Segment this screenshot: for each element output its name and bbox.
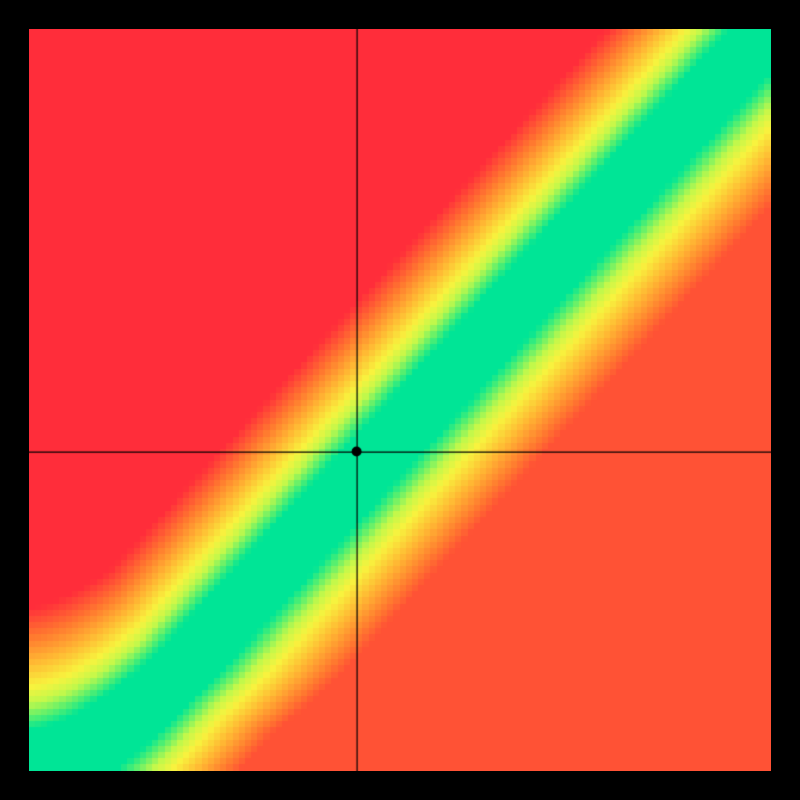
chart-frame: TheBottleneck.com <box>0 0 800 800</box>
watermark-text: TheBottleneck.com <box>588 8 770 33</box>
crosshair-overlay <box>29 29 771 771</box>
